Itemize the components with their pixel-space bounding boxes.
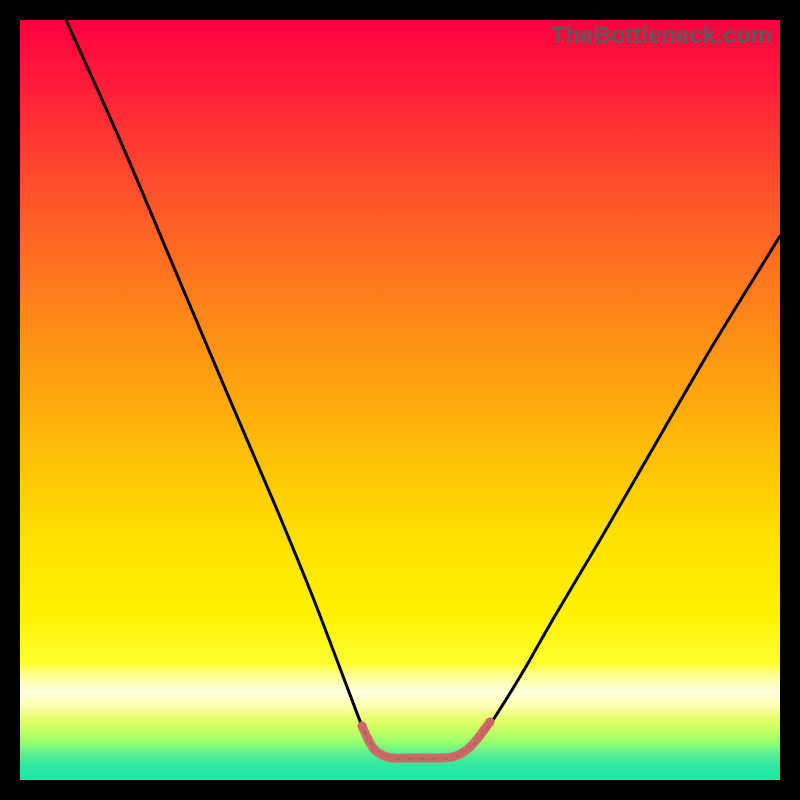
watermark-text: TheBottleneck.com <box>551 22 772 50</box>
chart-stage: TheBottleneck.com <box>0 0 800 800</box>
gradient-background <box>20 20 780 780</box>
